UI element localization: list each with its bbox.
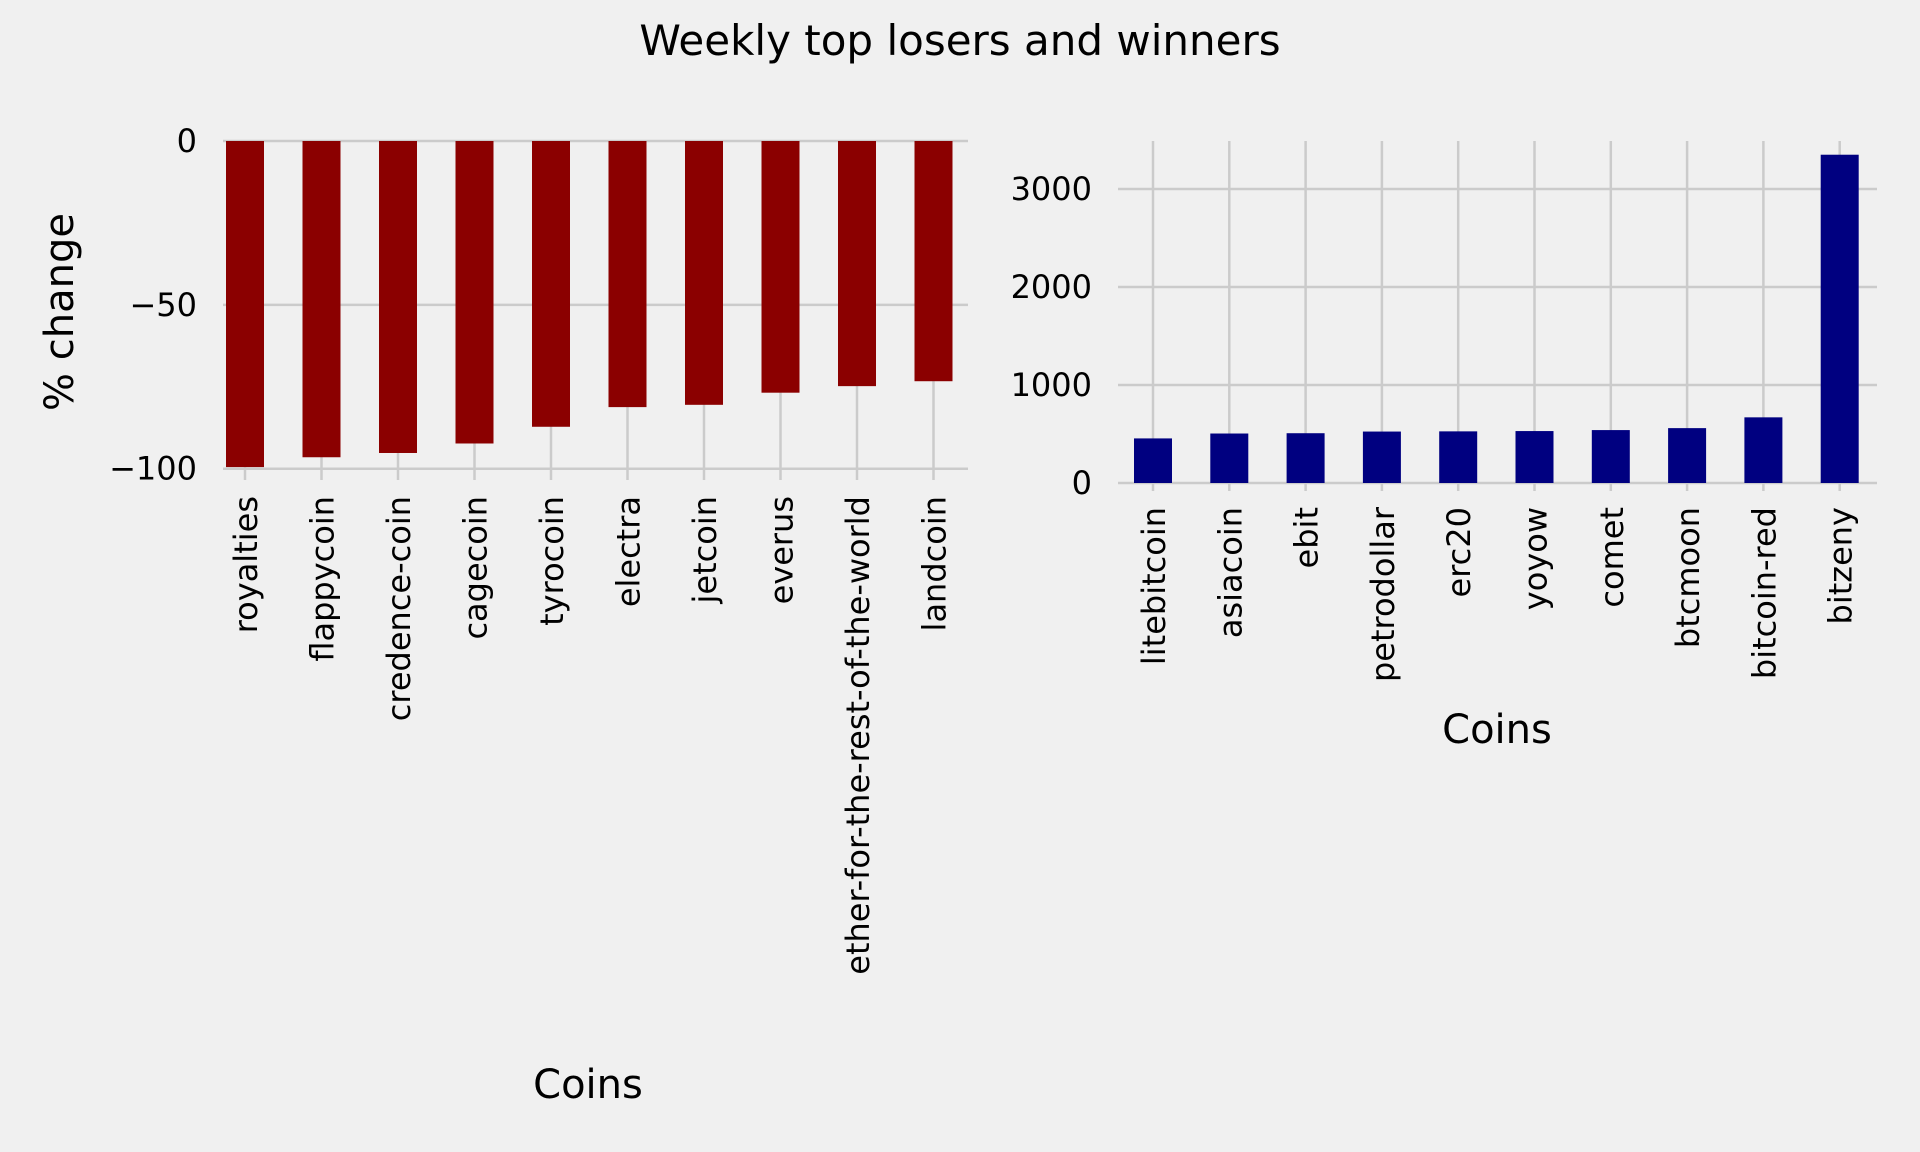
winners-y-tick-label: 0 bbox=[1072, 464, 1092, 502]
winners-y-tick-label: 1000 bbox=[1011, 366, 1092, 404]
losers-y-tick-label: −50 bbox=[129, 286, 197, 324]
losers-x-tick-label: jetcoin bbox=[686, 496, 724, 604]
losers-x-tick-label: flappycoin bbox=[304, 496, 342, 662]
losers-x-tick-label: credence-coin bbox=[380, 496, 418, 721]
winners-x-tick-label: yoyow bbox=[1517, 507, 1555, 610]
winners-bar-ebit bbox=[1286, 433, 1325, 483]
losers-bar-ether-for-the-rest-of-the-world bbox=[838, 141, 876, 387]
winners-bar-yoyow bbox=[1515, 431, 1554, 483]
losers-bar-landcoin bbox=[914, 141, 953, 382]
winners-bar-bitzeny bbox=[1820, 154, 1859, 484]
losers-y-tick-label: 0 bbox=[177, 122, 197, 160]
winners-y-tick-labels: 0 1000 2000 3000 bbox=[1011, 170, 1092, 502]
losers-x-tick-label: cagecoin bbox=[457, 496, 495, 640]
winners-chart: 0 1000 2000 3000 litebitcoin asiacoin ebit pet… bbox=[1011, 141, 1877, 753]
losers-bar-electra bbox=[608, 141, 647, 408]
losers-x-tick-label: ether-for-the-rest-of-the-world bbox=[839, 496, 877, 975]
figure-title: Weekly top losers and winners bbox=[639, 16, 1280, 65]
winners-x-tick-label: bitcoin-red bbox=[1745, 507, 1783, 679]
losers-y-axis-label: % change bbox=[37, 213, 83, 411]
winners-x-tick-label: litebitcoin bbox=[1135, 507, 1173, 665]
winners-bar-asiacoin bbox=[1210, 433, 1249, 483]
winners-x-tick-label: btcmoon bbox=[1669, 507, 1707, 648]
losers-bar-flappycoin bbox=[302, 141, 341, 458]
winners-bar-litebitcoin bbox=[1134, 438, 1172, 483]
winners-y-tick-label: 2000 bbox=[1011, 268, 1092, 306]
losers-chart: 0 −50 −100 royalties flappycoin credence-coi… bbox=[37, 122, 968, 1108]
losers-y-tick-label: −100 bbox=[109, 450, 197, 488]
winners-bar-comet bbox=[1591, 430, 1630, 483]
winners-x-tick-label: bitzeny bbox=[1822, 507, 1860, 624]
losers-x-tick-label: tyrocoin bbox=[533, 496, 571, 626]
losers-bar-everus bbox=[761, 141, 800, 393]
losers-bar-credence-coin bbox=[379, 141, 417, 453]
winners-bar-erc20 bbox=[1439, 431, 1478, 483]
winners-x-axis-label: Coins bbox=[1442, 707, 1552, 753]
winners-x-tick-label: erc20 bbox=[1440, 507, 1478, 597]
winners-x-tick-label: ebit bbox=[1288, 507, 1326, 568]
losers-x-axis-label: Coins bbox=[533, 1062, 643, 1108]
losers-bar-tyrocoin bbox=[532, 141, 570, 427]
winners-bar-petrodollar bbox=[1362, 431, 1401, 483]
losers-x-tick-label: electra bbox=[610, 496, 648, 607]
winners-bar-bitcoin-red bbox=[1744, 417, 1783, 483]
losers-x-tick-labels: royalties flappycoin credence-coin cagecoin… bbox=[227, 496, 954, 975]
winners-x-tick-label: comet bbox=[1593, 507, 1631, 608]
winners-y-tick-label: 3000 bbox=[1011, 170, 1092, 208]
losers-y-tick-labels: 0 −50 −100 bbox=[109, 122, 197, 488]
winners-bar-btcmoon bbox=[1668, 428, 1707, 483]
losers-x-tick-label: landcoin bbox=[916, 496, 954, 631]
winners-bars bbox=[1134, 154, 1859, 484]
losers-x-tick-label: everus bbox=[763, 496, 801, 604]
losers-bar-jetcoin bbox=[685, 141, 723, 405]
winners-x-tick-labels: litebitcoin asiacoin ebit petrodollar erc20 y… bbox=[1135, 506, 1860, 682]
losers-x-tick-label: royalties bbox=[227, 496, 265, 633]
winners-x-tick-label: asiacoin bbox=[1211, 507, 1249, 638]
losers-bar-cagecoin bbox=[455, 141, 494, 444]
losers-bars bbox=[226, 141, 953, 468]
losers-bar-royalties bbox=[226, 141, 264, 468]
winners-x-tick-label: petrodollar bbox=[1364, 506, 1402, 682]
